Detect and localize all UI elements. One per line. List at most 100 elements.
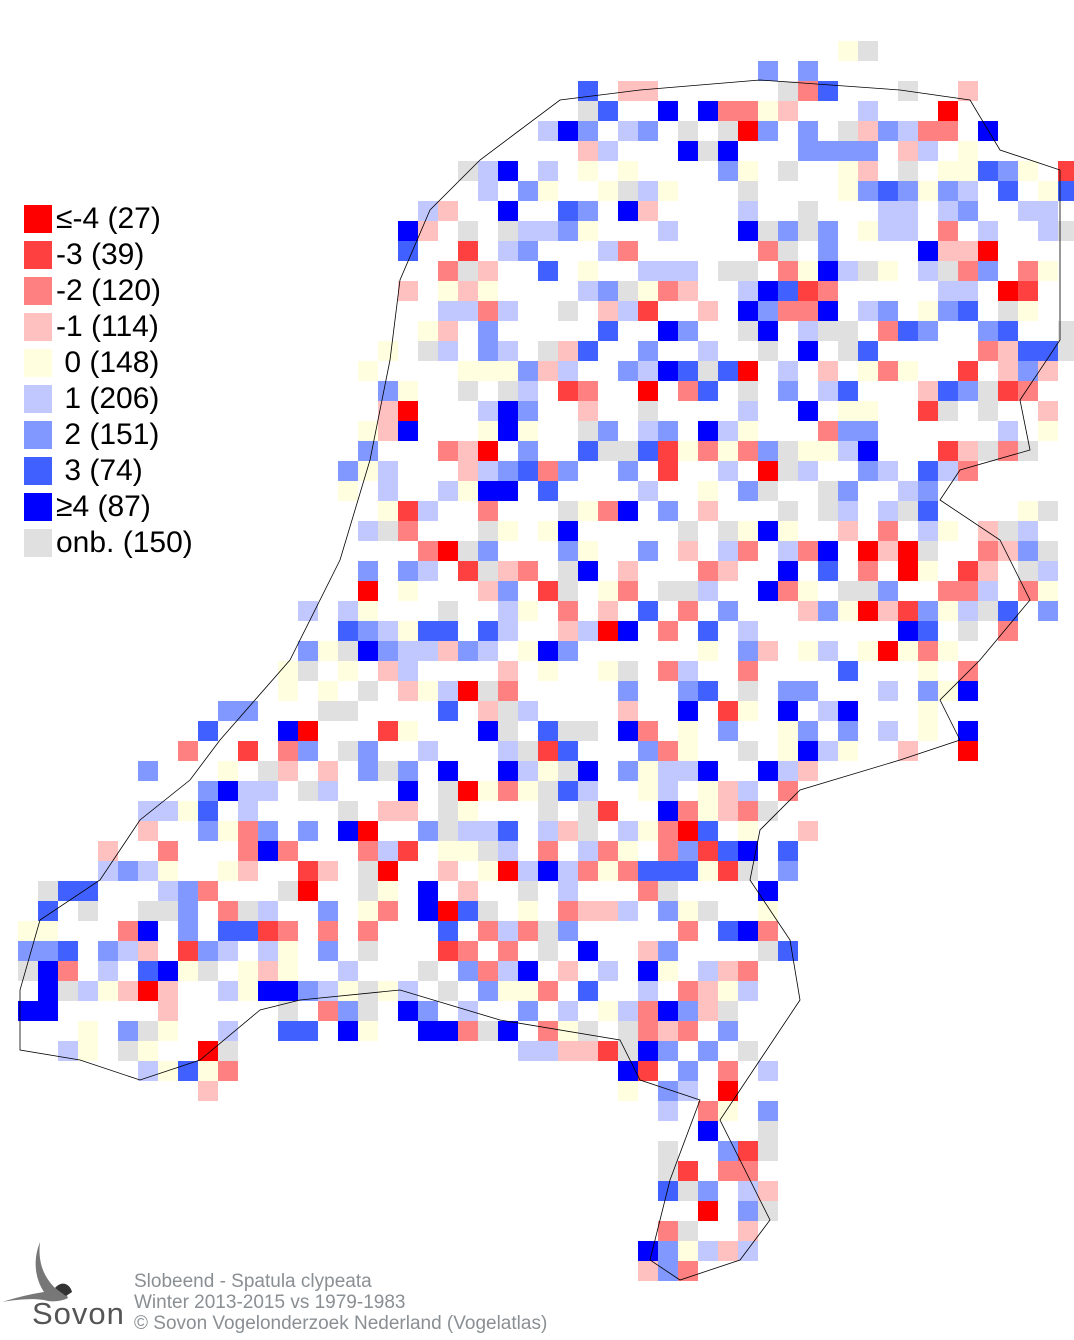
grid-cell xyxy=(938,681,958,701)
grid-cell xyxy=(478,861,498,881)
grid-cell xyxy=(578,101,598,121)
grid-cell xyxy=(338,821,358,841)
grid-cell xyxy=(498,721,518,741)
grid-cell xyxy=(238,921,258,941)
grid-cell xyxy=(898,361,918,381)
grid-cell xyxy=(718,461,738,481)
grid-cell xyxy=(418,821,438,841)
grid-cell xyxy=(558,301,578,321)
legend-label: ≥4 (87) xyxy=(56,490,151,523)
grid-cell xyxy=(678,441,698,461)
grid-cell xyxy=(678,521,698,541)
grid-cell xyxy=(318,681,338,701)
grid-cell xyxy=(678,681,698,701)
grid-cell xyxy=(578,381,598,401)
grid-cell xyxy=(438,301,458,321)
grid-cell xyxy=(278,681,298,701)
grid-cell xyxy=(698,581,718,601)
grid-cell xyxy=(338,981,358,1001)
grid-cell xyxy=(498,421,518,441)
grid-cell xyxy=(418,1021,438,1041)
grid-cell xyxy=(378,421,398,441)
grid-cell xyxy=(798,81,818,101)
grid-cell xyxy=(938,641,958,661)
grid-cell xyxy=(558,1041,578,1061)
grid-cell xyxy=(678,601,698,621)
grid-cell xyxy=(318,861,338,881)
legend-swatch xyxy=(24,421,52,449)
grid-cell xyxy=(638,601,658,621)
grid-cell xyxy=(578,621,598,641)
grid-cell xyxy=(578,541,598,561)
grid-cell xyxy=(978,121,998,141)
grid-cell xyxy=(858,601,878,621)
grid-cell xyxy=(678,1061,698,1081)
grid-cell xyxy=(218,701,238,721)
grid-cell xyxy=(518,1041,538,1061)
grid-cell xyxy=(938,301,958,321)
grid-cell xyxy=(618,161,638,181)
grid-cell xyxy=(758,1141,778,1161)
grid-cell xyxy=(738,641,758,661)
grid-cell xyxy=(998,441,1018,461)
grid-cell xyxy=(678,1161,698,1181)
grid-cell xyxy=(498,961,518,981)
grid-cell xyxy=(558,521,578,541)
grid-cell xyxy=(1018,281,1038,301)
grid-cell xyxy=(658,441,678,461)
grid-cell xyxy=(738,1141,758,1161)
grid-cell xyxy=(918,261,938,281)
grid-cell xyxy=(438,841,458,861)
grid-cell xyxy=(618,181,638,201)
grid-cell xyxy=(838,661,858,681)
grid-cell xyxy=(618,1041,638,1061)
grid-cell xyxy=(618,761,638,781)
grid-cell xyxy=(258,901,278,921)
grid-cell xyxy=(698,1241,718,1261)
grid-cell xyxy=(738,421,758,441)
grid-cell xyxy=(758,801,778,821)
grid-cell xyxy=(798,761,818,781)
grid-cell xyxy=(438,901,458,921)
grid-cell xyxy=(198,821,218,841)
grid-cell xyxy=(958,561,978,581)
grid-cell xyxy=(558,501,578,521)
grid-cell xyxy=(678,381,698,401)
grid-cell xyxy=(698,841,718,861)
grid-cell xyxy=(598,901,618,921)
grid-cell xyxy=(58,941,78,961)
grid-cell xyxy=(138,941,158,961)
grid-cell xyxy=(478,321,498,341)
grid-cell xyxy=(398,501,418,521)
grid-cell xyxy=(218,1021,238,1041)
grid-cell xyxy=(578,861,598,881)
grid-cell xyxy=(578,1021,598,1041)
grid-cell xyxy=(658,621,678,641)
grid-cell xyxy=(678,1001,698,1021)
grid-cell xyxy=(658,181,678,201)
grid-cell xyxy=(738,1161,758,1181)
grid-cell xyxy=(718,121,738,141)
grid-cell xyxy=(398,781,418,801)
grid-cell xyxy=(278,841,298,861)
grid-cell xyxy=(678,281,698,301)
grid-cell xyxy=(498,481,518,501)
grid-cell xyxy=(818,421,838,441)
grid-cell xyxy=(338,741,358,761)
grid-cell xyxy=(98,841,118,861)
grid-cell xyxy=(538,581,558,601)
grid-cell xyxy=(978,241,998,261)
grid-cell xyxy=(478,981,498,1001)
grid-cell xyxy=(1018,501,1038,521)
grid-cell xyxy=(918,561,938,581)
grid-cell xyxy=(918,381,938,401)
grid-cell xyxy=(638,861,658,881)
grid-cell xyxy=(558,861,578,881)
grid-cell xyxy=(578,341,598,361)
grid-cell xyxy=(1038,421,1058,441)
grid-cell xyxy=(878,221,898,241)
grid-cell xyxy=(718,161,738,181)
grid-cell xyxy=(178,801,198,821)
grid-cell xyxy=(358,1021,378,1041)
legend-label: onb. (150) xyxy=(56,526,193,559)
